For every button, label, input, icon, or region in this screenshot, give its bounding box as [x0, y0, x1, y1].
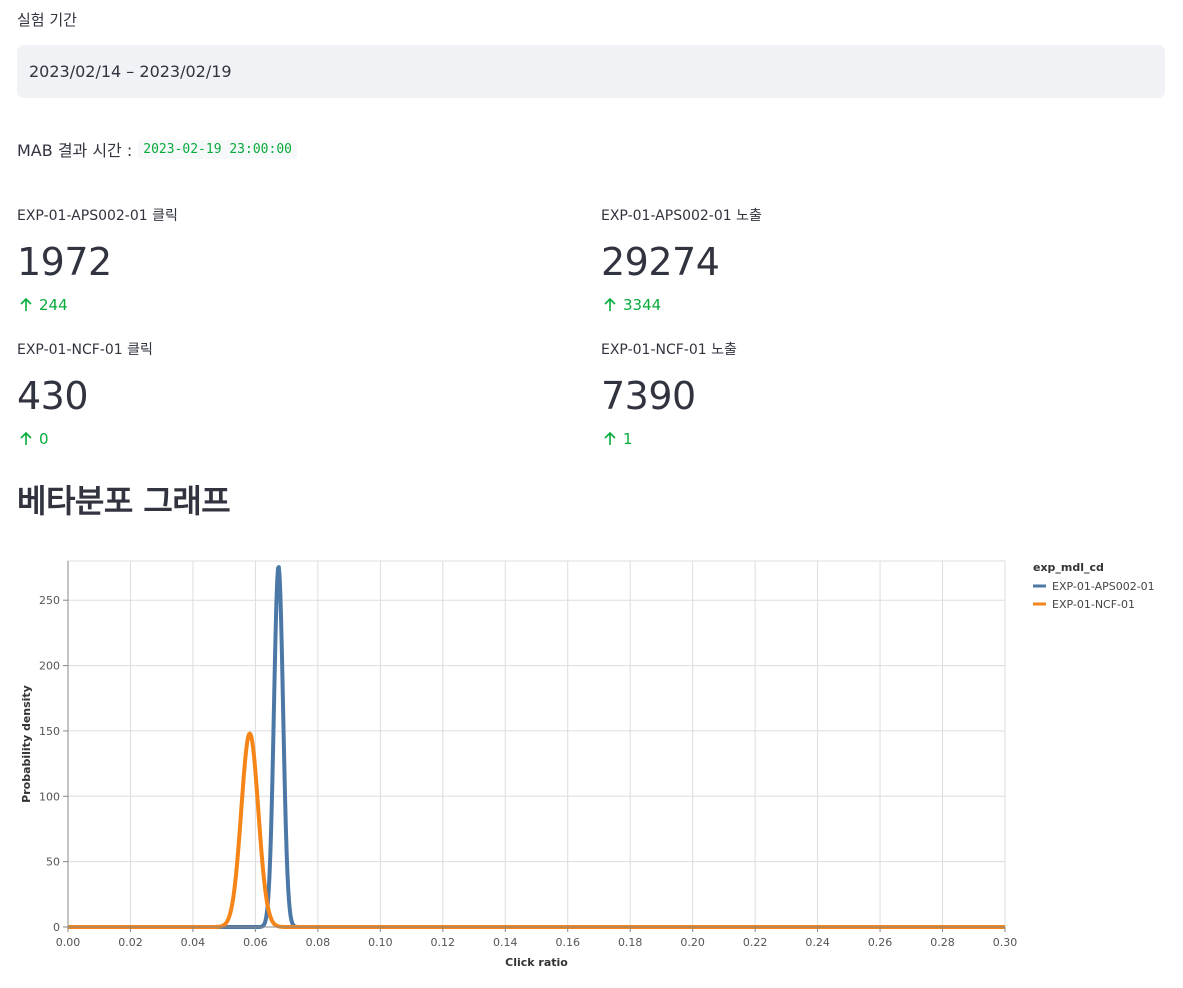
x-tick-label: 0.22	[743, 936, 768, 949]
series-line	[66, 565, 1007, 929]
metric-label: EXP-01-NCF-01 클릭	[17, 342, 153, 358]
x-tick-label: 0.18	[618, 936, 643, 949]
x-tick-label: 0.20	[680, 936, 705, 949]
metric-aps-impression: EXP-01-APS002-01 노출 29274 3344	[601, 206, 1161, 314]
date-range-value: 2023/02/14 – 2023/02/19	[29, 62, 232, 81]
metric-delta-value: 0	[39, 430, 49, 448]
x-tick-label: 0.26	[868, 936, 893, 949]
metric-delta-value: 1	[623, 430, 633, 448]
arrow-up-icon	[604, 297, 616, 311]
x-tick-label: 0.10	[368, 936, 393, 949]
series-line	[66, 731, 1007, 929]
metric-delta: 3344	[601, 296, 1161, 314]
arrow-up-icon	[20, 297, 32, 311]
y-tick-label: 250	[39, 594, 60, 607]
x-tick-label: 0.02	[118, 936, 143, 949]
metric-delta: 0	[17, 430, 577, 448]
chart-grid	[67, 560, 1006, 928]
plot-frame	[67, 560, 1006, 928]
period-label: 실험 기간	[17, 11, 77, 29]
metric-value: 1972	[17, 240, 112, 284]
x-tick-label: 0.00	[56, 936, 81, 949]
metric-delta: 1	[601, 430, 1161, 448]
legend-entry: EXP-01-NCF-01	[1052, 598, 1135, 611]
section-title: 베타분포 그래프	[17, 482, 231, 520]
mab-label: MAB 결과 시간 :	[17, 141, 133, 160]
date-range-input[interactable]: 2023/02/14 – 2023/02/19	[17, 45, 1165, 98]
y-tick-label: 150	[39, 725, 60, 738]
x-tick-label: 0.06	[243, 936, 268, 949]
x-tick-label: 0.30	[993, 936, 1018, 949]
mab-result-time: MAB 결과 시간 : 2023-02-19 23:00:00	[17, 136, 297, 162]
y-tick-label: 50	[46, 856, 60, 869]
chart-axes: 0.00 0.02 0.04 0.06 0.08 0.10 0.12 0.14 0.16 0.18…	[20, 561, 1017, 969]
metric-ncf-click: EXP-01-NCF-01 클릭 430 0	[17, 340, 577, 448]
legend-entry: EXP-01-APS002-01	[1052, 580, 1155, 593]
metric-value: 29274	[601, 240, 720, 284]
x-tick-label: 0.14	[493, 936, 518, 949]
chart-series	[66, 565, 1007, 929]
arrow-up-icon	[604, 431, 616, 445]
mab-time-code: 2023-02-19 23:00:00	[138, 139, 297, 159]
metric-value: 7390	[601, 374, 696, 418]
beta-distribution-chart[interactable]: 0.00 0.02 0.04 0.06 0.08 0.10 0.12 0.14 0.16 0.18…	[0, 540, 1183, 980]
y-tick-label: 200	[39, 660, 60, 673]
metric-delta: 244	[17, 296, 577, 314]
metric-ncf-impression: EXP-01-NCF-01 노출 7390 1	[601, 340, 1161, 448]
metric-delta-value: 3344	[623, 296, 662, 314]
arrow-up-icon	[20, 431, 32, 445]
x-tick-label: 0.28	[930, 936, 955, 949]
x-tick-label: 0.08	[306, 936, 331, 949]
metric-label: EXP-01-APS002-01 노출	[601, 208, 762, 224]
metric-aps-click: EXP-01-APS002-01 클릭 1972 244	[17, 206, 577, 314]
x-axis-title: Click ratio	[505, 956, 568, 969]
x-tick-label: 0.12	[431, 936, 456, 949]
metric-value: 430	[17, 374, 89, 418]
metric-delta-value: 244	[39, 296, 68, 314]
legend-title: exp_mdl_cd	[1033, 561, 1104, 574]
y-tick-label: 0	[53, 921, 60, 934]
metric-label: EXP-01-APS002-01 클릭	[17, 208, 178, 224]
x-tick-label: 0.04	[181, 936, 206, 949]
x-tick-label: 0.24	[805, 936, 830, 949]
y-axis-title: Probability density	[20, 685, 33, 803]
y-tick-label: 100	[39, 790, 60, 803]
x-tick-label: 0.16	[555, 936, 580, 949]
chart-legend: exp_mdl_cd EXP-01-APS002-01 EXP-01-NCF-01	[1033, 561, 1155, 611]
metric-label: EXP-01-NCF-01 노출	[601, 342, 737, 358]
